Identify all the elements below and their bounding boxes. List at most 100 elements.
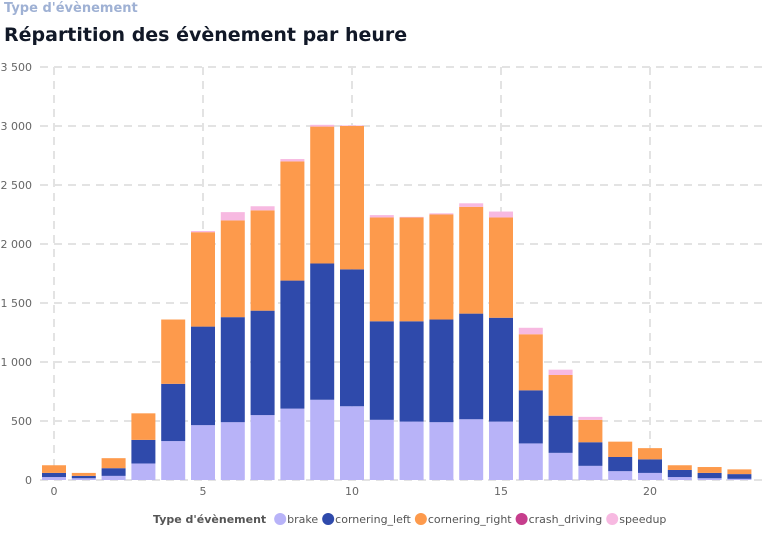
bar-cornering_left-h20 [638, 459, 662, 473]
bar-cornering_right-h6 [220, 220, 245, 318]
bar-cornering_left-h6 [220, 317, 245, 423]
bar-cornering_left-h21 [667, 469, 692, 478]
bar-speedup-h7 [250, 206, 275, 211]
bar-brake-h9 [310, 399, 335, 480]
bar-cornering_right-h17 [548, 374, 573, 416]
y-tick-label: 500 [11, 415, 32, 428]
legend-item-cornering_right: cornering_right [428, 513, 512, 526]
y-tick-label: 3 000 [1, 120, 33, 133]
bar-cornering_right-h23 [727, 469, 752, 475]
legend-title: Type d'évènement [153, 513, 266, 526]
bar-cornering_left-h15 [489, 317, 513, 422]
bar-brake-h5 [191, 425, 215, 480]
legend-marker-cornering_right [414, 513, 427, 525]
bar-speedup-h18 [578, 416, 603, 420]
bar-brake-h2 [101, 475, 126, 480]
bar-cornering_left-h19 [608, 456, 633, 472]
bar-cornering_left-h9 [310, 263, 335, 400]
bar-brake-h3 [131, 463, 156, 480]
bar-cornering_right-h4 [161, 319, 186, 384]
bar-speedup-h8 [280, 159, 305, 162]
x-tick-label: 15 [494, 485, 508, 498]
bar-speedup-h11 [369, 215, 394, 218]
bar-cornering_right-h9 [310, 126, 335, 264]
bar-cornering_right-h7 [250, 210, 275, 311]
bar-cornering_left-h4 [161, 383, 186, 442]
bar-cornering_left-h10 [340, 269, 364, 407]
bar-brake-h18 [578, 465, 603, 480]
bar-speedup-h13 [429, 213, 454, 215]
bar-brake-h22 [697, 478, 722, 480]
bar-speedup-h9 [310, 124, 335, 127]
y-tick-label: 2 000 [1, 238, 33, 251]
bar-speedup-h6 [220, 212, 245, 221]
y-tick-label: 0 [25, 474, 32, 487]
bar-brake-h4 [161, 441, 186, 480]
bar-cornering_left-h11 [369, 321, 394, 420]
bar-cornering_right-h1 [71, 472, 96, 476]
y-tick-label: 2 500 [1, 179, 33, 192]
bar-brake-h11 [369, 419, 394, 480]
legend-marker-cornering_left [322, 513, 335, 525]
bar-cornering_right-h3 [131, 413, 156, 440]
bar-cornering_right-h19 [608, 441, 633, 457]
bar-brake-h13 [429, 422, 454, 480]
bar-speedup-h17 [548, 369, 573, 375]
bar-cornering_right-h21 [667, 465, 692, 470]
y-tick-label: 1 500 [1, 297, 33, 310]
bar-cornering_right-h5 [191, 232, 215, 327]
bar-speedup-h16 [518, 327, 543, 335]
bar-speedup-h5 [191, 231, 215, 233]
bar-cornering_right-h20 [638, 448, 662, 460]
legend-item-cornering_left: cornering_left [335, 513, 411, 526]
legend-marker-crash_driving [515, 513, 528, 525]
bar-cornering_right-h8 [280, 161, 305, 281]
bar-cornering_right-h16 [518, 334, 543, 391]
bar-cornering_right-h15 [489, 217, 513, 318]
bar-cornering_left-h16 [518, 390, 543, 444]
bar-cornering_right-h13 [429, 214, 454, 320]
bar-brake-h1 [71, 478, 96, 480]
bar-cornering_left-h23 [727, 474, 752, 479]
bar-brake-h6 [220, 422, 245, 480]
y-tick-label: 3 500 [1, 61, 33, 74]
bar-cornering_right-h14 [459, 206, 484, 314]
bar-cornering_right-h10 [340, 126, 364, 270]
bar-cornering_right-h0 [42, 465, 66, 473]
bar-brake-h12 [399, 421, 424, 480]
bar-cornering_left-h13 [429, 319, 454, 423]
bar-brake-h14 [459, 419, 484, 480]
chart-title: Répartition des évènement par heure [4, 24, 408, 46]
bar-brake-h0 [42, 477, 66, 480]
bar-cornering_left-h3 [131, 439, 156, 464]
legend-item-brake: brake [287, 513, 318, 526]
bar-speedup-h12 [399, 216, 424, 218]
legend-item-crash_driving: crash_driving [529, 513, 603, 526]
bar-brake-h21 [667, 477, 692, 480]
chart-subtitle: Type d'évènement [4, 1, 138, 16]
bar-brake-h19 [608, 471, 633, 480]
bar-brake-h20 [638, 472, 662, 480]
x-tick-label: 0 [51, 485, 58, 498]
bar-brake-h8 [280, 408, 305, 480]
bar-cornering_left-h2 [101, 468, 126, 476]
x-tick-label: 10 [345, 485, 359, 498]
bar-cornering_left-h5 [191, 326, 215, 426]
bar-cornering_right-h12 [399, 217, 424, 322]
bar-speedup-h10 [340, 125, 364, 126]
bar-cornering_right-h2 [101, 458, 126, 469]
bar-cornering_left-h0 [42, 472, 66, 478]
legend-marker-speedup [606, 513, 619, 525]
bar-cornering_left-h14 [459, 313, 484, 420]
bar-cornering_right-h22 [697, 467, 722, 473]
y-tick-label: 1 000 [1, 356, 33, 369]
bar-brake-h17 [548, 452, 573, 480]
legend-marker-brake [274, 513, 287, 525]
bar-cornering_left-h8 [280, 280, 305, 409]
x-tick-label: 5 [200, 485, 207, 498]
bar-cornering_left-h7 [250, 310, 275, 416]
bar-brake-h15 [489, 421, 513, 480]
x-tick-label: 20 [643, 485, 657, 498]
bar-speedup-h15 [489, 211, 513, 218]
